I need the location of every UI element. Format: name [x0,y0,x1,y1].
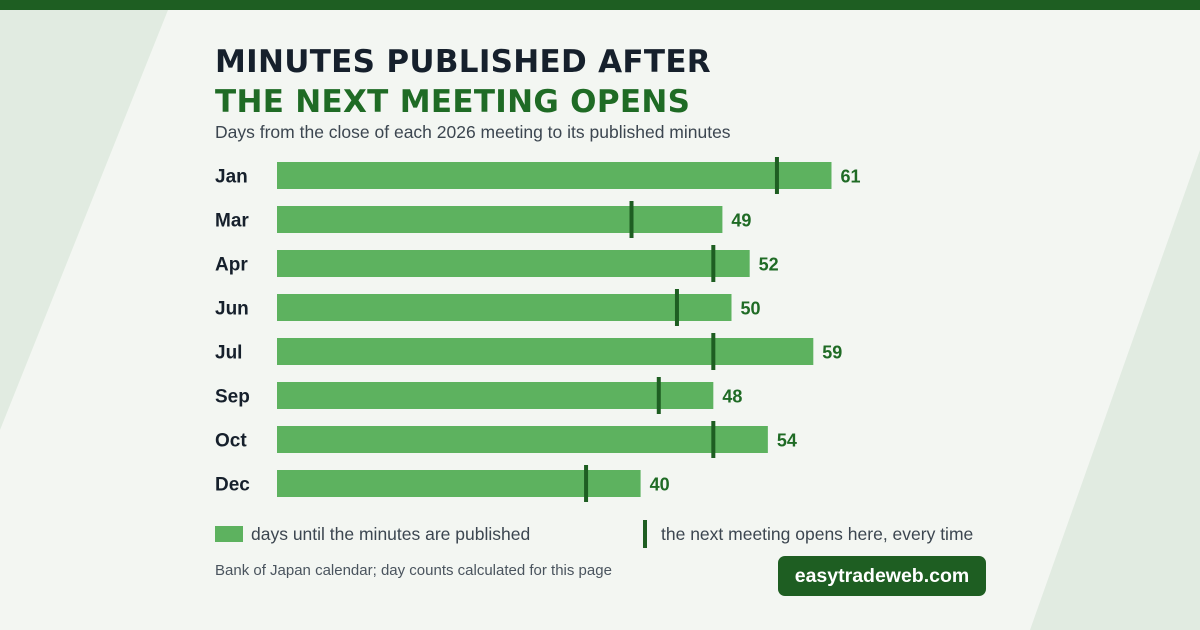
next-meeting-marker [774,157,779,194]
next-meeting-marker [711,421,716,458]
value-label: 59 [822,343,842,363]
chart-title: MINUTES PUBLISHED AFTER THE NEXT MEETING… [215,42,711,122]
next-meeting-marker [584,465,589,502]
chart-subtitle: Days from the close of each 2026 meeting… [215,122,731,142]
value-label: 54 [777,431,797,451]
source-note: Bank of Japan calendar; day counts calcu… [215,562,612,579]
value-label: 40 [650,475,670,495]
bar [277,382,714,409]
category-label: Jun [215,299,249,320]
bar [277,338,814,365]
category-label: Mar [215,211,249,232]
legend-bar-label: days until the minutes are published [251,524,531,544]
legend-marker-label: the next meeting opens here, every time [661,524,974,544]
next-meeting-marker [711,333,716,370]
value-label: 50 [741,299,761,319]
bar [277,470,641,497]
value-label: 48 [722,387,742,407]
legend-bar-swatch [215,526,243,542]
next-meeting-marker [674,289,679,326]
title-line-1: MINUTES PUBLISHED AFTER [215,44,711,80]
next-meeting-marker [629,201,634,238]
category-label: Sep [215,387,250,408]
bar [277,294,732,321]
bar [277,206,723,233]
category-label: Oct [215,431,247,452]
site-badge[interactable]: easytradeweb.com [778,556,986,596]
top-accent-bar [0,0,1200,10]
value-label: 61 [840,167,860,187]
legend-marker-swatch [643,520,647,548]
title-line-2: THE NEXT MEETING OPENS [215,84,691,120]
category-label: Dec [215,475,250,496]
category-label: Jan [215,167,248,188]
category-label: Jul [215,343,242,364]
category-label: Apr [215,255,248,276]
bar [277,426,768,453]
bar [277,250,750,277]
bar [277,162,832,189]
value-label: 52 [759,255,779,275]
value-label: 49 [731,211,751,231]
next-meeting-marker [656,377,661,414]
next-meeting-marker [711,245,716,282]
